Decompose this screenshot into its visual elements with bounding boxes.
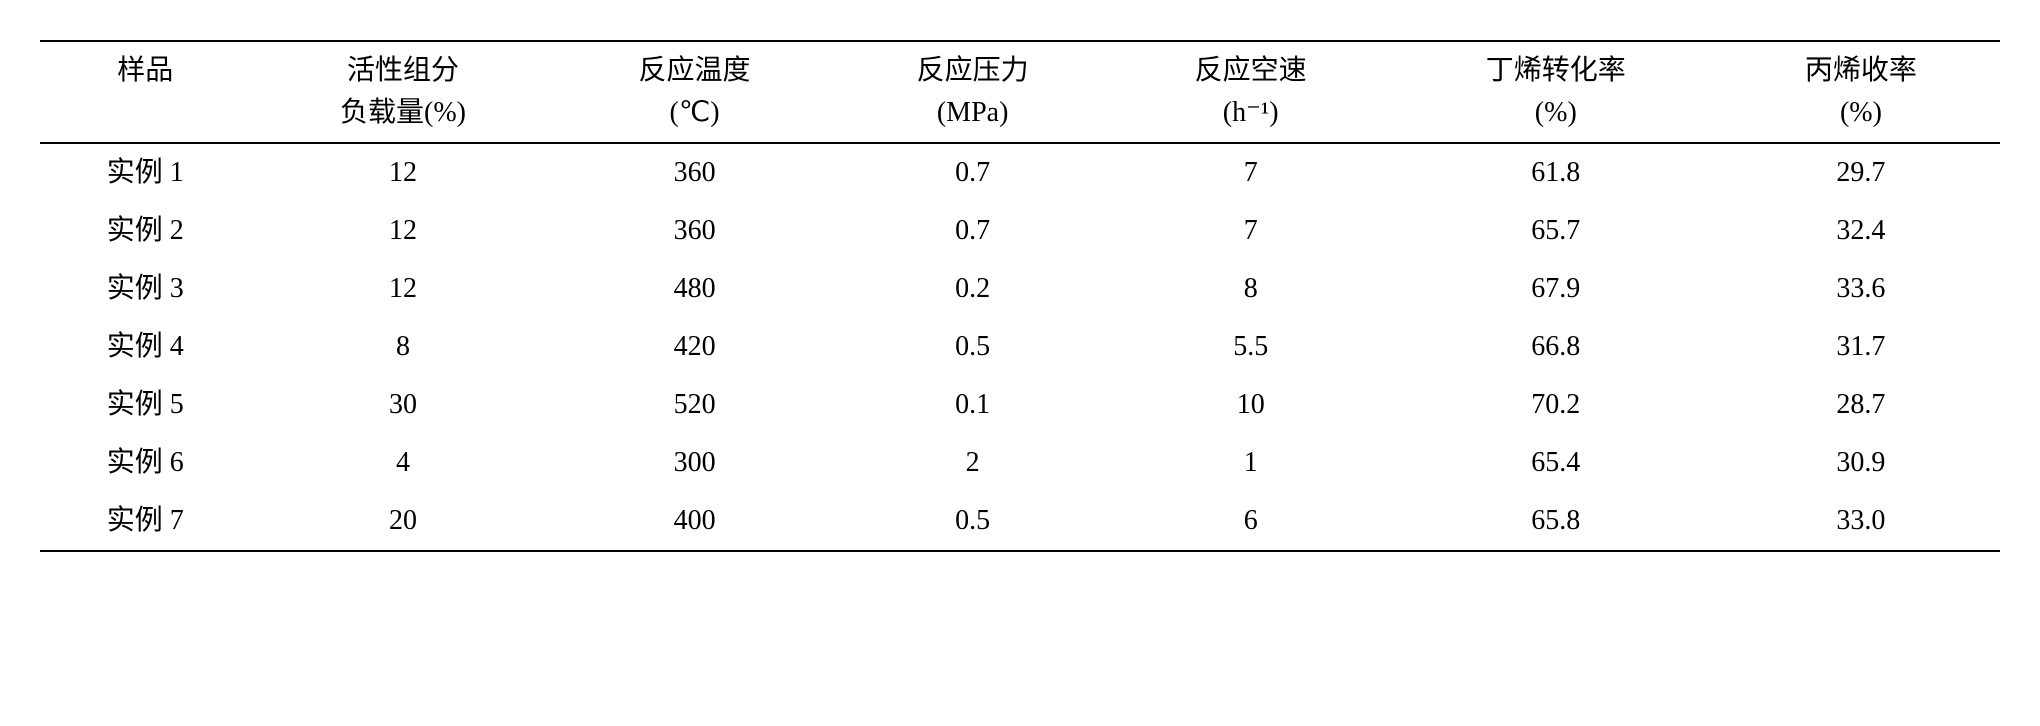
table-body: 实例 1 12 360 0.7 7 61.8 29.7 实例 2 12 360 …	[40, 143, 2000, 551]
cell-conversion: 65.8	[1390, 492, 1722, 551]
cell-temperature: 480	[556, 260, 834, 318]
cell-pressure: 0.7	[834, 143, 1112, 202]
cell-loading: 30	[250, 376, 555, 434]
cell-space-velocity: 7	[1112, 202, 1390, 260]
cell-space-velocity: 1	[1112, 434, 1390, 492]
cell-conversion: 61.8	[1390, 143, 1722, 202]
cell-space-velocity: 6	[1112, 492, 1390, 551]
cell-temperature: 360	[556, 202, 834, 260]
cell-yield: 29.7	[1722, 143, 2000, 202]
cell-loading: 12	[250, 202, 555, 260]
cell-space-velocity: 5.5	[1112, 318, 1390, 376]
col-space-velocity-line1: 反应空速	[1128, 50, 1374, 92]
col-loading: 活性组分 负载量(%)	[250, 41, 555, 143]
cell-loading: 20	[250, 492, 555, 551]
col-sample: 样品	[40, 41, 250, 143]
cell-sample: 实例 5	[40, 376, 250, 434]
col-conversion-line1: 丁烯转化率	[1406, 50, 1706, 92]
cell-sample: 实例 2	[40, 202, 250, 260]
cell-space-velocity: 10	[1112, 376, 1390, 434]
cell-yield: 33.0	[1722, 492, 2000, 551]
cell-temperature: 520	[556, 376, 834, 434]
col-yield-line1: 丙烯收率	[1738, 50, 1984, 92]
cell-sample: 实例 3	[40, 260, 250, 318]
cell-yield: 30.9	[1722, 434, 2000, 492]
cell-temperature: 420	[556, 318, 834, 376]
cell-sample: 实例 4	[40, 318, 250, 376]
cell-pressure: 0.1	[834, 376, 1112, 434]
table-row: 实例 6 4 300 2 1 65.4 30.9	[40, 434, 2000, 492]
cell-yield: 28.7	[1722, 376, 2000, 434]
cell-pressure: 0.2	[834, 260, 1112, 318]
col-space-velocity-line2: (h⁻¹)	[1128, 92, 1374, 134]
col-temperature: 反应温度 (℃)	[556, 41, 834, 143]
col-pressure-line1: 反应压力	[850, 50, 1096, 92]
col-conversion-line2: (%)	[1406, 92, 1706, 134]
cell-conversion: 65.7	[1390, 202, 1722, 260]
col-pressure-line2: (MPa)	[850, 92, 1096, 134]
cell-loading: 8	[250, 318, 555, 376]
cell-temperature: 300	[556, 434, 834, 492]
cell-loading: 12	[250, 143, 555, 202]
cell-yield: 33.6	[1722, 260, 2000, 318]
col-yield-line2: (%)	[1738, 92, 1984, 134]
cell-yield: 31.7	[1722, 318, 2000, 376]
cell-yield: 32.4	[1722, 202, 2000, 260]
cell-pressure: 0.7	[834, 202, 1112, 260]
cell-conversion: 65.4	[1390, 434, 1722, 492]
table-row: 实例 4 8 420 0.5 5.5 66.8 31.7	[40, 318, 2000, 376]
table-row: 实例 5 30 520 0.1 10 70.2 28.7	[40, 376, 2000, 434]
col-loading-line1: 活性组分	[266, 50, 539, 92]
cell-conversion: 70.2	[1390, 376, 1722, 434]
col-temperature-line1: 反应温度	[572, 50, 818, 92]
cell-pressure: 0.5	[834, 492, 1112, 551]
col-conversion: 丁烯转化率 (%)	[1390, 41, 1722, 143]
cell-pressure: 2	[834, 434, 1112, 492]
col-sample-line1: 样品	[56, 50, 234, 92]
data-table: 样品 活性组分 负载量(%) 反应温度 (℃) 反应压力 (MPa) 反应空速 …	[40, 40, 2000, 552]
cell-loading: 12	[250, 260, 555, 318]
cell-pressure: 0.5	[834, 318, 1112, 376]
cell-temperature: 400	[556, 492, 834, 551]
cell-sample: 实例 1	[40, 143, 250, 202]
cell-temperature: 360	[556, 143, 834, 202]
table-row: 实例 7 20 400 0.5 6 65.8 33.0	[40, 492, 2000, 551]
table-row: 实例 2 12 360 0.7 7 65.7 32.4	[40, 202, 2000, 260]
cell-sample: 实例 6	[40, 434, 250, 492]
table-row: 实例 3 12 480 0.2 8 67.9 33.6	[40, 260, 2000, 318]
cell-conversion: 66.8	[1390, 318, 1722, 376]
col-space-velocity: 反应空速 (h⁻¹)	[1112, 41, 1390, 143]
cell-conversion: 67.9	[1390, 260, 1722, 318]
cell-sample: 实例 7	[40, 492, 250, 551]
col-pressure: 反应压力 (MPa)	[834, 41, 1112, 143]
cell-space-velocity: 7	[1112, 143, 1390, 202]
col-temperature-line2: (℃)	[572, 92, 818, 134]
table-header: 样品 活性组分 负载量(%) 反应温度 (℃) 反应压力 (MPa) 反应空速 …	[40, 41, 2000, 143]
cell-loading: 4	[250, 434, 555, 492]
header-row: 样品 活性组分 负载量(%) 反应温度 (℃) 反应压力 (MPa) 反应空速 …	[40, 41, 2000, 143]
col-yield: 丙烯收率 (%)	[1722, 41, 2000, 143]
table-row: 实例 1 12 360 0.7 7 61.8 29.7	[40, 143, 2000, 202]
col-loading-line2: 负载量(%)	[266, 92, 539, 134]
cell-space-velocity: 8	[1112, 260, 1390, 318]
